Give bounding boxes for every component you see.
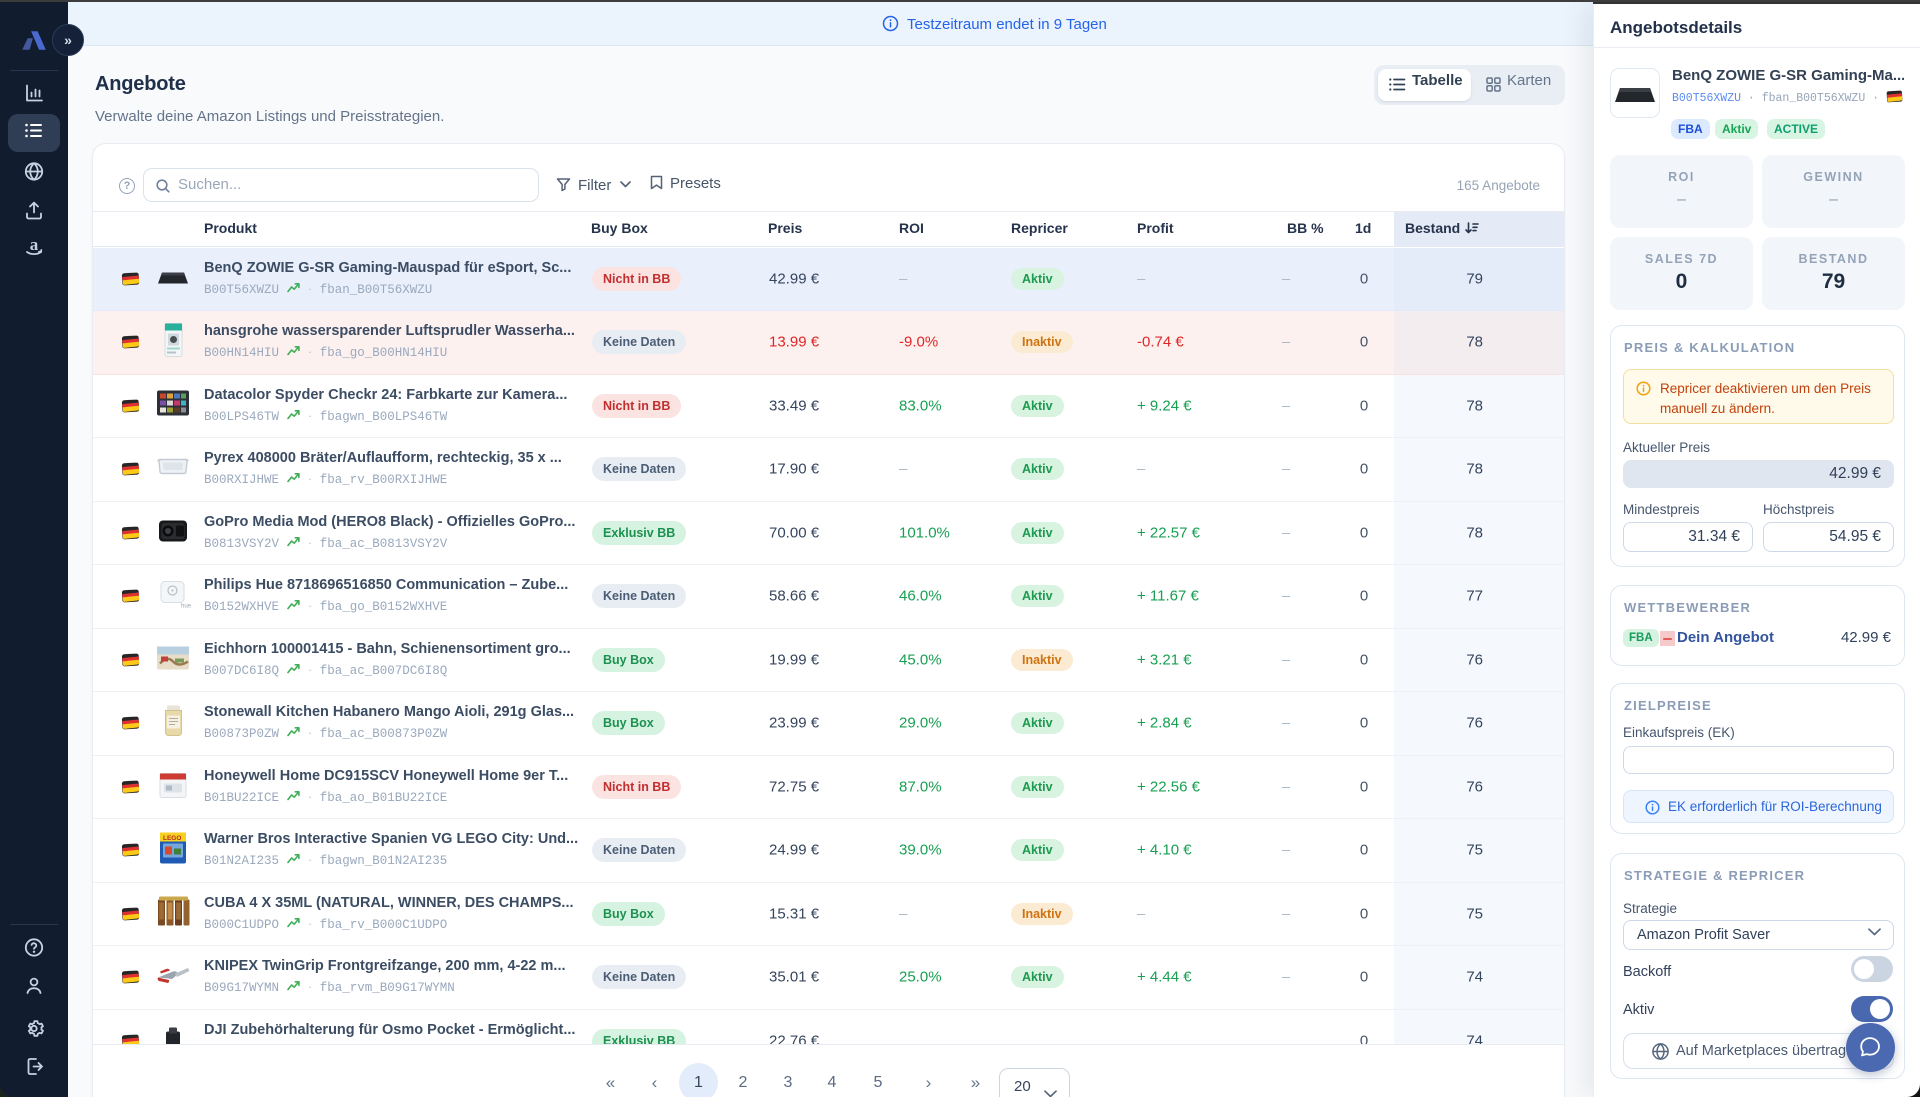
svg-text:a: a xyxy=(30,236,39,255)
svg-text:hue: hue xyxy=(181,604,191,610)
svg-text:LEGO: LEGO xyxy=(163,835,181,842)
